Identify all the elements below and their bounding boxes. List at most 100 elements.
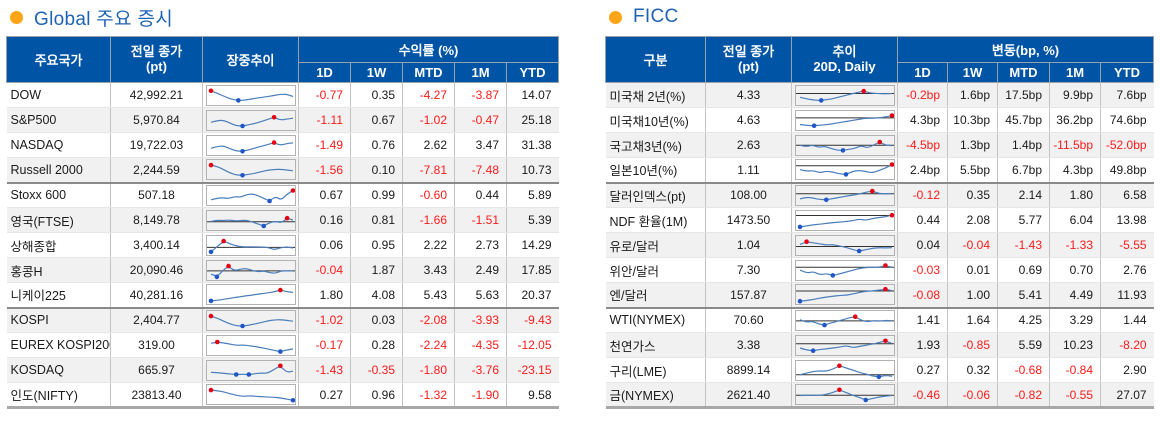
return-value: -0.04	[298, 257, 351, 283]
return-value: 1.80	[1049, 182, 1101, 208]
high-point-dot	[284, 215, 289, 220]
return-value: 0.81	[350, 207, 403, 233]
table-row: Russell 2000 2,244.59 -1.56 0.10 -7.81 -7.48 1…	[6, 157, 559, 184]
return-value: 14.07	[505, 82, 559, 108]
return-value: -1.02	[402, 107, 455, 133]
previous-close-value: 1.11	[705, 157, 792, 184]
previous-close-value: 157.87	[705, 282, 792, 309]
return-value: 0.67	[350, 107, 403, 133]
instrument-name: Russell 2000	[6, 157, 111, 184]
previous-close-value: 2,404.77	[110, 307, 203, 333]
col-header-returns-group: 수익률 (%)	[297, 36, 560, 63]
period-header-1d: 1D	[298, 62, 351, 83]
return-value: 5.43	[402, 282, 455, 309]
trend-sparkline-cell	[202, 232, 299, 258]
trend-sparkline-chart	[205, 259, 296, 281]
trend-sparkline-chart	[794, 309, 895, 331]
ficc-panel: FICC 구분 전일 종가 (pt) 추이 20D, Daily 변동(bp, …	[605, 3, 1155, 409]
return-value: 6.58	[1099, 182, 1154, 208]
return-value: 1.64	[947, 307, 998, 333]
high-point-dot	[214, 339, 220, 344]
high-point-dot	[889, 212, 894, 217]
instrument-name: 미국채 2년(%)	[605, 82, 706, 108]
return-value: -0.82	[997, 382, 1050, 408]
low-point-dot	[818, 97, 824, 103]
table-row: 일본10년(%) 1.11 2.4bp 5.5bp 6.7bp 4.3bp 49.8bp	[605, 157, 1154, 184]
return-value: -23.15	[505, 357, 559, 383]
return-value: 1.80	[298, 282, 351, 309]
return-value: -0.17	[298, 332, 351, 358]
return-value: 1.93	[897, 332, 948, 358]
instrument-name: DOW	[6, 82, 111, 108]
low-point-dot	[830, 272, 835, 278]
low-point-dot	[246, 371, 251, 377]
return-value: 0.04	[897, 232, 948, 258]
return-value: 0.06	[298, 232, 351, 258]
instrument-name: KOSPI	[6, 307, 111, 333]
col-header-intraday-trend: 장중추이	[202, 36, 299, 83]
return-value: 2.4bp	[897, 157, 948, 184]
return-value: 0.69	[997, 257, 1050, 283]
return-value: 2.08	[947, 207, 998, 233]
instrument-name: 금(NYMEX)	[605, 382, 706, 408]
previous-close-value: 5,970.84	[110, 107, 203, 133]
period-header-1m: 1M	[1049, 62, 1101, 83]
previous-close-value: 108.00	[705, 182, 792, 208]
table-row: 상해종합 3,400.14 0.06 0.95 2.22 2.73 14.29	[6, 232, 559, 258]
trend-sparkline-cell	[202, 107, 299, 133]
trend-sparkline-cell	[791, 82, 898, 108]
instrument-name: 국고채3년(%)	[605, 132, 706, 158]
period-header-1w: 1W	[350, 62, 403, 83]
return-value: 0.44	[454, 182, 507, 208]
return-value: -5.55	[1099, 232, 1154, 258]
return-value: 9.58	[505, 382, 559, 408]
return-value: -8.20	[1099, 332, 1154, 358]
trend-sparkline-chart	[205, 234, 296, 256]
trend-sparkline-cell	[202, 357, 299, 383]
low-point-dot	[239, 323, 245, 329]
market-report-page: Global 주요 증시 주요국가 전일 종가 (pt) 장중추이 수익률 (%…	[6, 3, 1155, 409]
instrument-name: 니케이225	[6, 282, 111, 309]
high-point-dot	[225, 263, 231, 268]
trend-sparkline-chart	[205, 84, 296, 106]
return-value: 17.5bp	[997, 82, 1050, 108]
col-header-change-group: 변동(bp, %)	[896, 36, 1155, 63]
table-row: NDF 환율(1M) 1473.50 0.44 2.08 5.77 6.04 13.98	[605, 207, 1154, 233]
trend-sparkline-cell	[202, 207, 299, 233]
high-point-dot	[271, 114, 276, 120]
return-value: -52.0bp	[1099, 132, 1154, 158]
instrument-name: KOSDAQ	[6, 357, 111, 383]
previous-close-value: 665.97	[110, 357, 203, 383]
panel-title: Global 주요 증시	[34, 8, 173, 30]
return-value: 4.49	[1049, 282, 1101, 309]
return-value: 2.90	[1099, 357, 1154, 383]
table-row: 영국(FTSE) 8,149.78 0.16 0.81 -1.66 -1.51 5.39	[6, 207, 559, 233]
previous-close-value: 319.00	[110, 332, 203, 358]
high-point-dot	[220, 238, 226, 243]
trend-sparkline-cell	[791, 257, 898, 283]
table-row: KOSDAQ 665.97 -1.43 -0.35 -1.80 -3.76 -23.15	[6, 357, 559, 383]
period-header-mtd: MTD	[402, 62, 455, 83]
return-value: -3.76	[454, 357, 507, 383]
return-value: 0.67	[298, 182, 351, 208]
low-point-dot	[239, 123, 245, 128]
high-point-dot	[208, 313, 213, 319]
instrument-name: 엔/달러	[605, 282, 706, 309]
col-header-trend-20d: 추이 20D, Daily	[791, 36, 898, 83]
return-value: 0.03	[350, 307, 403, 333]
low-point-dot	[290, 398, 295, 403]
return-value: -1.56	[298, 157, 351, 184]
table-row: 국고채3년(%) 2.63 -4.5bp 1.3bp 1.4bp -11.5bp -52.0…	[605, 132, 1154, 158]
return-value: 0.28	[350, 332, 403, 358]
trend-sparkline-cell	[202, 332, 299, 358]
trend-sparkline-cell	[791, 107, 898, 133]
instrument-name: S&P500	[6, 107, 111, 133]
previous-close-value: 8899.14	[705, 357, 792, 383]
return-value: -3.93	[454, 307, 507, 333]
table-row: 니케이225 40,281.16 1.80 4.08 5.43 5.63 20.37	[6, 282, 559, 309]
return-value: -1.80	[402, 357, 455, 383]
return-value: 5.5bp	[947, 157, 998, 184]
return-value: 10.3bp	[947, 107, 998, 133]
return-value: 0.01	[947, 257, 998, 283]
return-value: 4.25	[997, 307, 1050, 333]
